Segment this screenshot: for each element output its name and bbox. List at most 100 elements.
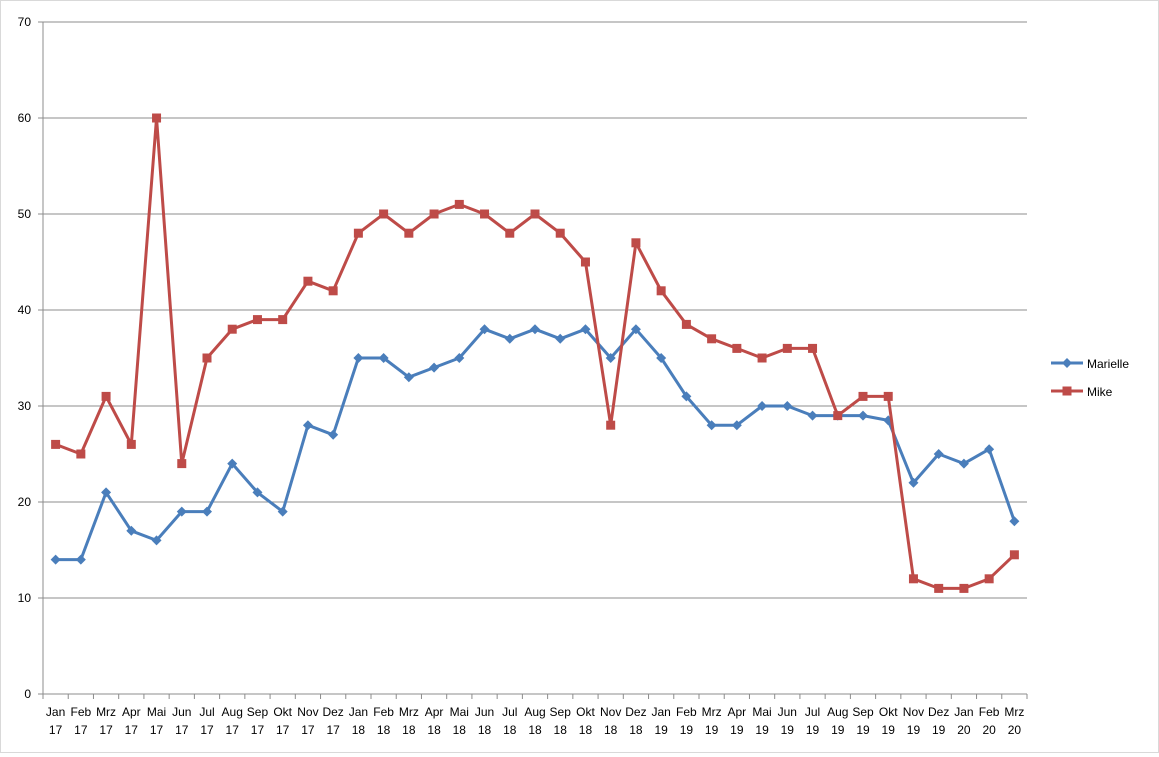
data-point-mike bbox=[858, 391, 868, 401]
data-point-marielle bbox=[1009, 516, 1020, 527]
x-tick-label-year: 18 bbox=[528, 723, 542, 737]
x-tick-label-year: 18 bbox=[604, 723, 618, 737]
data-point-mike bbox=[227, 324, 237, 334]
x-tick-label-year: 19 bbox=[831, 723, 845, 737]
data-point-marielle bbox=[353, 353, 364, 363]
data-point-marielle bbox=[479, 324, 490, 335]
data-point-marielle bbox=[984, 444, 995, 455]
legend-item-mike: Mike bbox=[1051, 385, 1113, 399]
x-tick-label-year: 17 bbox=[226, 723, 240, 737]
x-tick-label-month: Mrz bbox=[399, 705, 419, 719]
data-point-marielle bbox=[126, 525, 137, 536]
x-tick-label-year: 17 bbox=[49, 723, 63, 737]
x-tick-label-month: Feb bbox=[676, 705, 697, 719]
x-tick-label-year: 18 bbox=[478, 723, 492, 737]
x-tick-label-year: 20 bbox=[982, 723, 996, 737]
data-point-marielle bbox=[908, 477, 919, 488]
x-tick-label-month: Mai bbox=[752, 705, 771, 719]
x-tick-label-year: 19 bbox=[882, 723, 896, 737]
data-point-mike bbox=[782, 343, 792, 353]
data-point-mike bbox=[404, 228, 414, 238]
x-tick-label-year: 17 bbox=[150, 723, 164, 737]
data-point-mike bbox=[530, 209, 540, 219]
x-tick-label-year: 18 bbox=[352, 723, 366, 737]
x-tick-label-month: Mai bbox=[450, 705, 469, 719]
data-point-marielle bbox=[807, 410, 818, 421]
data-point-marielle bbox=[75, 554, 86, 565]
data-point-mike bbox=[656, 286, 666, 296]
x-tick-label-year: 18 bbox=[503, 723, 517, 737]
x-tick-label-year: 18 bbox=[377, 723, 391, 737]
data-point-mike bbox=[707, 334, 717, 344]
x-tick-label-year: 19 bbox=[755, 723, 769, 737]
data-point-mike bbox=[555, 228, 565, 238]
data-point-mike bbox=[606, 420, 616, 430]
data-point-mike bbox=[505, 228, 515, 238]
data-point-marielle bbox=[277, 506, 288, 517]
x-tick-label-month: Jul bbox=[502, 705, 517, 719]
x-tick-label-year: 19 bbox=[654, 723, 668, 737]
data-point-marielle bbox=[302, 420, 313, 431]
data-point-marielle bbox=[782, 401, 793, 411]
data-point-mike bbox=[101, 391, 111, 401]
x-tick-label-year: 17 bbox=[125, 723, 139, 737]
x-tick-label-month: Nov bbox=[297, 705, 318, 719]
x-tick-label-month: Mrz bbox=[96, 705, 116, 719]
x-tick-label-month: Nov bbox=[903, 705, 924, 719]
x-tick-label-year: 19 bbox=[932, 723, 946, 737]
data-point-mike bbox=[681, 319, 691, 329]
data-point-marielle bbox=[757, 401, 768, 411]
data-point-mike bbox=[480, 209, 490, 219]
data-point-marielle bbox=[227, 458, 238, 469]
x-tick-label-year: 18 bbox=[579, 723, 593, 737]
x-tick-label-month: Feb bbox=[979, 705, 1000, 719]
data-point-marielle bbox=[706, 420, 717, 431]
legend-label-marielle: Marielle bbox=[1087, 357, 1129, 371]
x-tick-label-month: Feb bbox=[71, 705, 92, 719]
y-tick-label: 70 bbox=[18, 15, 32, 29]
y-tick-label: 20 bbox=[18, 495, 32, 509]
x-tick-label-year: 17 bbox=[99, 723, 113, 737]
x-tick-label-month: Jun bbox=[778, 705, 797, 719]
data-point-marielle bbox=[504, 333, 515, 344]
data-point-marielle bbox=[555, 333, 566, 344]
data-point-marielle bbox=[858, 410, 868, 421]
x-tick-label-year: 17 bbox=[276, 723, 290, 737]
data-point-mike bbox=[202, 353, 212, 363]
x-tick-label-month: Jul bbox=[805, 705, 820, 719]
data-point-marielle bbox=[151, 535, 162, 546]
data-point-marielle bbox=[630, 324, 641, 335]
data-point-mike bbox=[303, 276, 313, 286]
series-mike bbox=[51, 113, 1019, 593]
data-point-marielle bbox=[580, 324, 591, 335]
x-tick-label-year: 20 bbox=[957, 723, 971, 737]
data-point-mike bbox=[278, 315, 288, 325]
x-tick-label-month: Mrz bbox=[702, 705, 722, 719]
legend: Marielle Mike bbox=[1051, 357, 1129, 399]
data-point-mike bbox=[328, 286, 338, 296]
data-point-marielle bbox=[50, 554, 61, 565]
data-point-mike bbox=[908, 574, 918, 584]
x-tick-label-month: Sep bbox=[247, 705, 269, 719]
x-tick-label-month: Mai bbox=[147, 705, 166, 719]
data-point-mike bbox=[51, 439, 61, 449]
x-tick-label-year: 17 bbox=[326, 723, 340, 737]
y-tick-label: 60 bbox=[18, 111, 32, 125]
data-point-marielle bbox=[731, 420, 742, 431]
data-point-mike bbox=[177, 459, 187, 469]
y-tick-label: 50 bbox=[18, 207, 32, 221]
x-tick-label-month: Jan bbox=[349, 705, 368, 719]
series-marielle bbox=[50, 324, 1020, 565]
x-tick-label-month: Jun bbox=[475, 705, 494, 719]
data-point-mike bbox=[833, 411, 843, 421]
x-tick-label-month: Okt bbox=[576, 705, 595, 719]
legend-marker-marielle bbox=[1062, 358, 1072, 368]
data-point-mike bbox=[76, 449, 86, 459]
data-point-mike bbox=[353, 228, 363, 238]
data-point-mike bbox=[429, 209, 439, 219]
x-tick-label-month: Dez bbox=[928, 705, 949, 719]
x-tick-label-year: 19 bbox=[806, 723, 820, 737]
axes bbox=[38, 21, 1028, 699]
x-tick-label-month: Sep bbox=[550, 705, 572, 719]
